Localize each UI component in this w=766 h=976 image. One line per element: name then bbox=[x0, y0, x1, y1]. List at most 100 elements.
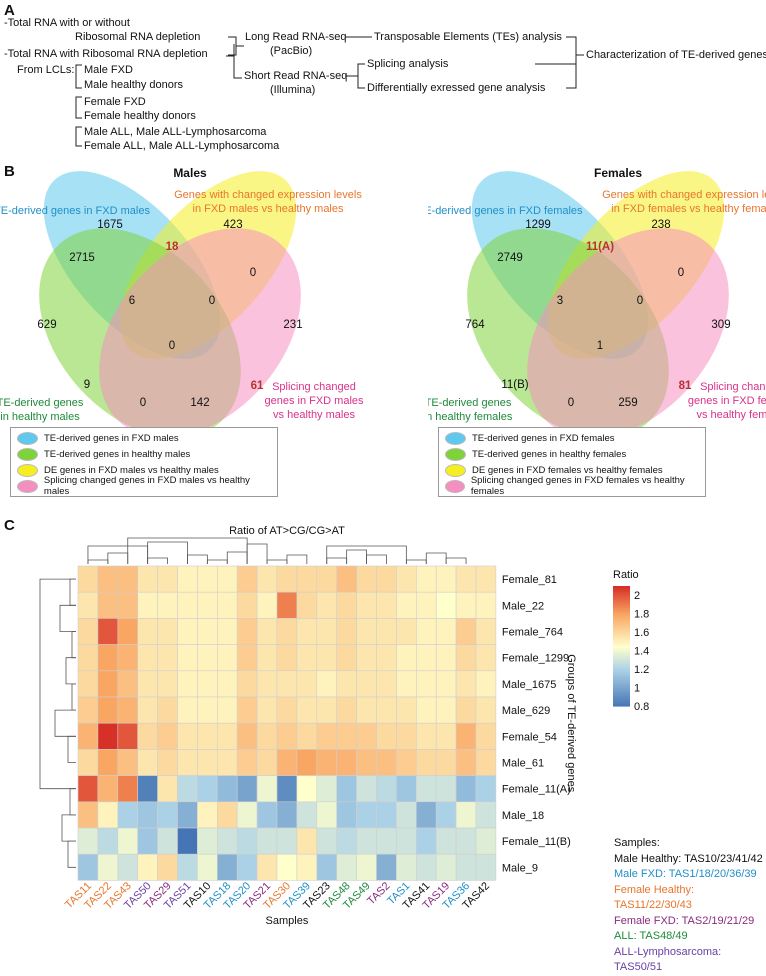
colorbar-segment bbox=[613, 592, 630, 595]
heatmap-cell bbox=[177, 749, 198, 776]
colorbar-segment bbox=[613, 674, 630, 677]
heatmap-cell bbox=[316, 670, 337, 698]
heatmap-cell bbox=[336, 722, 357, 750]
colorbar-segment bbox=[613, 652, 630, 655]
venn-count-n-fxd-splicing: 81 bbox=[679, 380, 692, 392]
heatmap-cell bbox=[475, 801, 497, 829]
heatmap-cell bbox=[137, 670, 158, 698]
heatmap-cell bbox=[137, 591, 158, 619]
colorbar-segment bbox=[613, 688, 630, 691]
heatmap-cell bbox=[137, 565, 158, 593]
colorbar-segment bbox=[613, 610, 630, 613]
heatmap-cell bbox=[475, 749, 497, 776]
heatmap-cell bbox=[77, 853, 99, 881]
heatmap-cell bbox=[475, 775, 497, 803]
heatmap-cell bbox=[296, 749, 318, 776]
a-female-all: Female ALL, Male ALL-Lymphosarcoma bbox=[84, 140, 280, 152]
colorbar-tick: 1.6 bbox=[634, 627, 649, 639]
heatmap-cell bbox=[336, 827, 357, 855]
heatmap-cell bbox=[137, 696, 158, 724]
heatmap-cell bbox=[316, 749, 337, 776]
sample-group-item: Female Healthy: TAS11/22/30/43 bbox=[614, 883, 695, 912]
heatmap-cell bbox=[256, 827, 278, 855]
colorbar-segment bbox=[613, 666, 630, 669]
a-male-fxd: Male FXD bbox=[84, 64, 133, 76]
heatmap-cell bbox=[276, 565, 298, 593]
heatmap-cell bbox=[455, 618, 477, 645]
a-short-read: Short Read RNA-seq bbox=[244, 70, 348, 82]
heatmap-cell bbox=[316, 827, 337, 855]
a-male-all: Male ALL, Male ALL-Lymphosarcoma bbox=[84, 126, 267, 138]
colorbar-segment bbox=[613, 598, 630, 601]
venn-legend-item: Splicing changed genes in FXD females vs… bbox=[439, 475, 705, 497]
venn-count-n-fxd-de: 11(A) bbox=[586, 241, 614, 253]
colorbar-segment bbox=[613, 606, 630, 609]
venn-females-set-splicing-label-3: vs healthy females bbox=[696, 409, 766, 421]
heatmap-cell bbox=[415, 722, 437, 750]
heatmap-cell bbox=[296, 644, 318, 672]
heatmap-cell bbox=[296, 670, 318, 698]
heatmap-cell bbox=[197, 565, 218, 593]
venn-males-title: Males bbox=[173, 166, 207, 180]
heatmap-cell bbox=[455, 696, 477, 724]
colorbar-segment bbox=[613, 600, 630, 603]
heatmap-cell bbox=[217, 618, 238, 645]
venn-females-set-de-label-1: Genes with changed expression levels bbox=[602, 189, 766, 201]
a-long-read-sub: (PacBio) bbox=[270, 45, 313, 57]
heatmap-cell bbox=[177, 618, 198, 645]
heatmap-cell bbox=[475, 565, 497, 593]
heatmap-cell bbox=[117, 618, 139, 645]
colorbar-segment bbox=[613, 682, 630, 685]
heatmap-cell bbox=[455, 827, 477, 855]
a-splicing-analysis: Splicing analysis bbox=[367, 58, 449, 70]
heatmap-cell bbox=[356, 670, 377, 698]
heatmap-cell bbox=[316, 591, 337, 619]
colorbar-segment bbox=[613, 662, 630, 665]
sample-group-item: Male FXD: TAS1/18/20/36/39 bbox=[614, 868, 757, 880]
y-axis-label: Groups of TE-derived genes bbox=[565, 654, 577, 792]
heatmap-cell bbox=[117, 775, 139, 803]
venn-females-set-de-label-2: in FXD females vs healthy females bbox=[611, 203, 766, 215]
a-characterization: Characterization of TE-derived genes bbox=[586, 49, 766, 61]
row-label: Male_18 bbox=[502, 810, 544, 822]
heatmap-cell bbox=[376, 722, 397, 750]
row-dendrogram bbox=[39, 578, 76, 868]
heatmap-cell bbox=[316, 565, 337, 593]
venn-females-set-splicing-label-2: genes in FXD females bbox=[688, 395, 766, 407]
venn-count-n-de-splicing: 0 bbox=[678, 267, 684, 279]
heatmap-cell bbox=[197, 853, 218, 881]
column-dendrogram bbox=[87, 537, 467, 564]
a-long-read: Long Read RNA-seq bbox=[245, 31, 347, 43]
heatmap-cell bbox=[475, 827, 497, 855]
heatmap-cell bbox=[157, 722, 178, 750]
a-de-analysis: Differentially exressed gene analysis bbox=[367, 82, 546, 94]
heatmap-cell bbox=[356, 618, 377, 645]
heatmap-cell bbox=[356, 775, 377, 803]
venn-count-n-fxd-healthy: 2715 bbox=[69, 252, 95, 264]
row-label: Male_61 bbox=[502, 758, 544, 770]
a-total-rna-3: -Total RNA with Ribosomal RNA depletion bbox=[4, 48, 208, 60]
heatmap-cell bbox=[197, 827, 218, 855]
heatmap-cell bbox=[197, 696, 218, 724]
heatmap-cell bbox=[336, 670, 357, 698]
heatmap-cell bbox=[336, 591, 357, 619]
row-label: Female_54 bbox=[502, 731, 557, 743]
heatmap-cell bbox=[77, 591, 99, 619]
heatmap-cell bbox=[177, 853, 198, 881]
row-label: Female_1299 bbox=[502, 653, 569, 665]
heatmap-cell bbox=[276, 853, 298, 881]
heatmap-cell bbox=[296, 827, 318, 855]
heatmap-cell bbox=[296, 696, 318, 724]
venn-count-n-fxd: 1299 bbox=[525, 219, 551, 231]
heatmap-cell bbox=[256, 670, 278, 698]
heatmap-cell bbox=[236, 775, 258, 803]
row-label: Female_81 bbox=[502, 574, 557, 586]
colorbar-segment bbox=[613, 672, 630, 675]
heatmap-cell bbox=[117, 801, 139, 829]
heatmap-cell bbox=[376, 801, 397, 829]
row-label: Male_629 bbox=[502, 705, 550, 717]
heatmap-cell bbox=[475, 722, 497, 750]
heatmap-cell bbox=[296, 722, 318, 750]
heatmap-cell bbox=[455, 591, 477, 619]
heatmap-cell bbox=[97, 722, 119, 750]
